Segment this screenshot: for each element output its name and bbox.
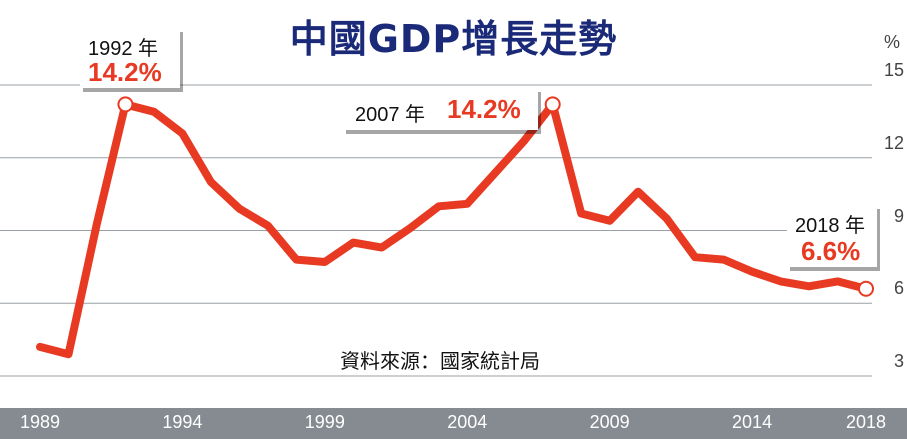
callout-2007-value: 14.2% [447, 94, 521, 124]
chart-title: 中國GDP增長走勢 [289, 17, 618, 61]
callout-1992-value: 14.2% [88, 57, 162, 87]
y-tick-label-15: 15 [883, 60, 904, 80]
y-tick-label-12: 12 [883, 132, 904, 153]
x-tick-label-1989: 1989 [19, 412, 61, 432]
y-tick-label-9: 9 [893, 205, 904, 226]
callout-2018-year: 2018 年 [795, 215, 866, 237]
callout-2007: 2007 年 14.2% [343, 88, 538, 130]
x-tick-label-2014: 2014 [732, 412, 773, 432]
callout-1992-year: 1992 年 [88, 38, 159, 60]
gdp-growth-line [36, 100, 870, 359]
highlight-marker-1992 [117, 96, 134, 113]
callout-2018-value: 6.6% [801, 236, 861, 266]
highlight-marker-2007 [544, 96, 561, 113]
highlight-marker-2018 [858, 280, 874, 297]
data-source-note: 資料來源：國家統計局 [340, 349, 540, 373]
x-tick-label-1999: 1999 [304, 412, 345, 432]
x-tick-label-2009: 2009 [589, 412, 630, 432]
y-tick-label-3: 3 [893, 351, 904, 371]
callout-2018: 2018 年 6.6% [787, 205, 877, 267]
y-tick-label-6: 6 [893, 278, 904, 299]
x-tick-label-2018: 2018 [845, 412, 887, 432]
callout-2007-year: 2007 年 [355, 104, 426, 126]
x-tick-label-2004: 2004 [447, 412, 488, 432]
y-axis-unit: % [884, 32, 901, 52]
x-tick-label-1994: 1994 [162, 412, 203, 432]
x-axis-bar [0, 408, 907, 439]
callout-1992: 1992 年 14.2% [80, 28, 180, 88]
